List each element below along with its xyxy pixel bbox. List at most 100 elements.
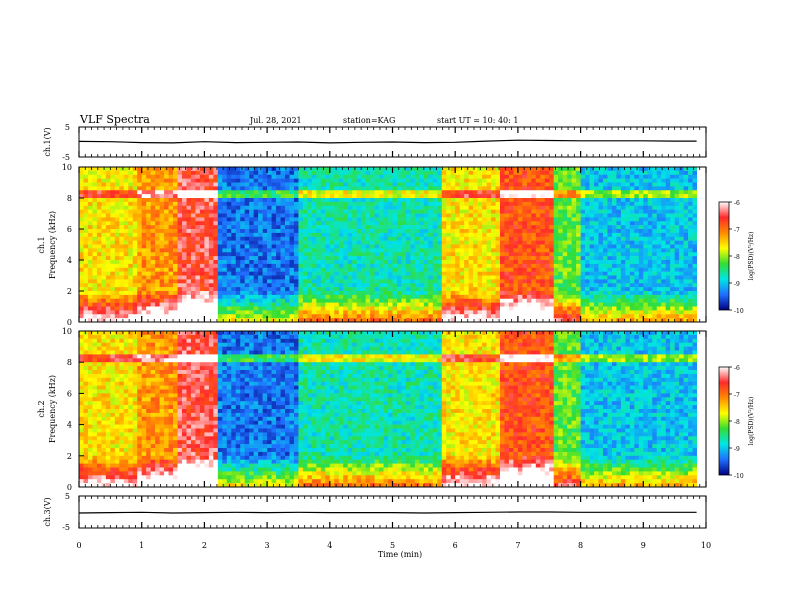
- ch1-spec-cell: [217, 287, 223, 292]
- ch1-spec-cell: [477, 294, 483, 300]
- ch1-spec-cell: [562, 256, 568, 261]
- ch1-spec-cell: [419, 217, 425, 222]
- ch1-spec-cell: [186, 318, 192, 322]
- ch1-spec-cell: [199, 279, 205, 284]
- ch1-spec-cell: [159, 298, 165, 303]
- ch1-spec-cell: [128, 225, 134, 230]
- ch1-spec-cell: [392, 244, 398, 249]
- ch1-spec-cell: [602, 291, 608, 296]
- ch1-spec-cell: [101, 205, 107, 210]
- ch1-spec-cell: [123, 310, 129, 315]
- ch1-spec-cell: [320, 174, 326, 179]
- ch1-spec-cell: [173, 318, 178, 322]
- ch1-spec-cell: [401, 302, 407, 307]
- ch1-spec-cell: [504, 190, 510, 195]
- ch1-spec-cell: [298, 209, 304, 214]
- ch1-spec-cell: [540, 252, 546, 257]
- ch1-spec-cell: [499, 294, 505, 300]
- ch1-spec-cell: [594, 314, 599, 319]
- ch1-spec-cell: [437, 217, 443, 222]
- ch1-spec-cell: [585, 217, 590, 222]
- ch1-spec-cell: [79, 167, 84, 172]
- ch1-spec-cell: [576, 318, 581, 322]
- ch1-spec-cell: [405, 201, 411, 207]
- ch1-spec-cell: [544, 287, 550, 292]
- ch1-spec-cell: [311, 213, 317, 218]
- ch1-spec-cell: [226, 302, 232, 307]
- ch1-spec-cell: [285, 194, 290, 199]
- ch1-spec-cell: [549, 186, 555, 191]
- ch1-spec-cell: [249, 213, 254, 218]
- ch1-spec-cell: [208, 271, 214, 276]
- ch1-spec-cell: [222, 306, 228, 311]
- ch1-spec-cell: [432, 217, 438, 222]
- ch1-spec-cell: [316, 221, 322, 226]
- ch1-spec-cell: [280, 294, 286, 300]
- ch1-spec-cell: [531, 279, 537, 284]
- ch1-spec-cell: [289, 201, 295, 207]
- ch1-spec-cell: [410, 213, 416, 218]
- ch1-spec-cell: [320, 306, 326, 311]
- ch1-spec-cell: [589, 205, 595, 210]
- ch1-spec-cell: [132, 201, 138, 207]
- ch1-spec-cell: [155, 252, 160, 257]
- ch1-spec-cell: [177, 314, 183, 319]
- ch1-spec-cell: [567, 248, 572, 253]
- ch1-spec-cell: [419, 194, 425, 199]
- ch1-spec-cell: [558, 275, 563, 280]
- ch1-spec-cell: [410, 229, 416, 234]
- ch1-spec-cell: [253, 232, 259, 238]
- ch1-spec-cell: [602, 178, 608, 183]
- ch1-spec-cell: [464, 302, 469, 307]
- ch1-spec-cell: [276, 306, 281, 311]
- ch1-spec-cell: [535, 225, 541, 230]
- ch1-spec-cell: [499, 213, 505, 218]
- ch1-spec-cell: [128, 260, 134, 265]
- ch1-spec-cell: [276, 178, 281, 183]
- ch1-spec-cell: [132, 232, 138, 238]
- ch1-spec-cell: [361, 167, 366, 172]
- ch1-spec-cell: [146, 279, 151, 284]
- ch1-spec-cell: [190, 271, 196, 276]
- ch1-spec-cell: [114, 225, 120, 230]
- ch1-spec-cell: [338, 263, 344, 269]
- ch1-spec-cell: [473, 236, 478, 241]
- ch1-spec-cell: [293, 201, 299, 207]
- ch1-spec-cell: [562, 302, 568, 307]
- ch1-spec-cell: [446, 314, 452, 319]
- ch1-spec-cell: [168, 236, 174, 241]
- ch1-spec-cell: [374, 263, 380, 269]
- ch1-spec-cell: [491, 236, 496, 241]
- ch1-spec-cell: [571, 302, 577, 307]
- ch1-spec-cell: [123, 318, 129, 322]
- ch1-spec-cell: [101, 198, 107, 203]
- ch1-spec-cell: [262, 167, 268, 172]
- ch1-spec-cell: [535, 232, 541, 238]
- ch1-spec-cell: [146, 225, 151, 230]
- ch1-spec-cell: [482, 182, 487, 187]
- ch1-spec-cell: [499, 283, 505, 288]
- ch1-spec-cell: [486, 174, 492, 179]
- ch1-spec-cell: [513, 244, 519, 249]
- ch1-spec-cell: [450, 256, 456, 261]
- ch1-spec-cell: [607, 209, 613, 214]
- ch1-spec-cell: [293, 291, 299, 296]
- ch1-spec-cell: [182, 263, 187, 269]
- ch1-spec-cell: [226, 225, 232, 230]
- ch1-spec-cell: [347, 225, 353, 230]
- ch1-spec-cell: [195, 263, 201, 269]
- ch1-spec-cell: [553, 291, 559, 296]
- ch1-spec-cell: [320, 298, 326, 303]
- ch1-spec-cell: [150, 294, 156, 300]
- ch1-spec-cell: [508, 201, 514, 207]
- ch1-spec-cell: [182, 314, 187, 319]
- ch1-spec-cell: [589, 201, 595, 207]
- ch1-spec-cell: [132, 205, 138, 210]
- ch1-spec-cell: [96, 275, 102, 280]
- ch1-spec-cell: [271, 260, 277, 265]
- ch1-spec-cell: [495, 213, 501, 218]
- ch1-spec-cell: [598, 260, 604, 265]
- ch1-spec-cell: [240, 271, 246, 276]
- ch1-spec-cell: [182, 318, 187, 322]
- ch1-spec-cell: [356, 275, 362, 280]
